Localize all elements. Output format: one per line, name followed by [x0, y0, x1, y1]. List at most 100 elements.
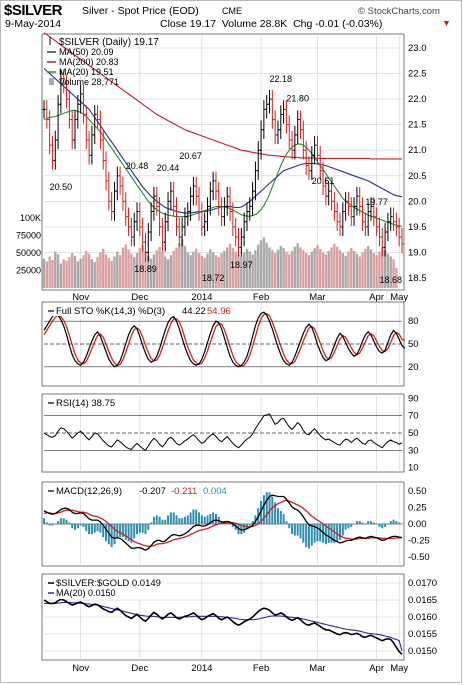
ohlc-bar [127, 207, 131, 237]
ma200-line [43, 32, 402, 160]
ohlc-bar [394, 212, 398, 237]
macd-histogram-bar [398, 522, 401, 524]
macd-histogram-bar [172, 512, 175, 524]
volume-bar [158, 246, 161, 288]
ohlc-bar [194, 176, 198, 206]
rsi-legend-bg [47, 397, 127, 408]
macd-histogram-bar [313, 524, 316, 543]
volume-bar [251, 254, 254, 288]
quote-summary: Close 19.17 Volume 28.8K Chg -0.01 (-0.0… [160, 18, 383, 30]
ohlc-bar [62, 69, 66, 93]
exchange-label: CME [222, 6, 242, 16]
volume-bar [124, 244, 127, 288]
ohlc-bar [149, 202, 153, 242]
macd-histogram-bar [119, 524, 122, 537]
macd-histogram-bar [57, 521, 60, 524]
ohlc-bar [217, 181, 221, 216]
price-legend-entry: Volume 28,771 [59, 77, 119, 87]
macd-histogram-bar [327, 524, 330, 543]
ohlc-bar [284, 100, 288, 134]
volume-bar [338, 250, 342, 288]
volume-bar [96, 257, 99, 288]
ohlc-bar [363, 212, 367, 237]
volume-bar [369, 249, 373, 288]
macd-histogram-bar [341, 524, 344, 536]
ohlc-bar [197, 187, 201, 221]
ohlc-bar [98, 110, 102, 150]
ohlc-bar [205, 197, 209, 231]
macd-legend-bg [47, 485, 225, 496]
volume-bar [350, 248, 353, 288]
ratio-legend-bg [47, 577, 167, 599]
macd-histogram-bar [361, 522, 364, 524]
macd-histogram-bar [113, 524, 116, 545]
volume-bar [364, 248, 367, 288]
volume-bar [62, 259, 65, 288]
volume-bar [290, 250, 294, 288]
macd-histogram-bar [85, 524, 88, 532]
rsi-label: RSI(14) 38.75 [56, 398, 115, 409]
volume-bar [316, 245, 319, 288]
legend-swatch [49, 78, 54, 85]
stochastic-tick-label: 80 [408, 316, 419, 327]
macd-histogram-bar [319, 524, 322, 542]
macd-histogram-bar [43, 518, 45, 524]
macd-histogram-bar [307, 524, 310, 549]
ratio-line [43, 598, 403, 655]
macd-histogram-bar [93, 524, 96, 533]
ohlc-bar [330, 181, 334, 211]
volume-bar [152, 254, 156, 288]
rsi-tick-label: 90 [408, 393, 419, 404]
volume-bar [127, 249, 130, 288]
macd-histogram-bar [367, 521, 370, 524]
ohlc-bar [53, 130, 57, 170]
macd-histogram-bar [209, 513, 212, 524]
macd-value: -0.207 [139, 486, 166, 497]
ohlc-bar [186, 202, 190, 226]
month-label: Apr [369, 292, 384, 303]
price-tick-label: 22.5 [408, 69, 427, 80]
price-tick-label: 18.5 [408, 273, 427, 284]
macd-histogram-bar [45, 522, 48, 524]
macd-histogram-bar [364, 524, 367, 525]
volume-bar [209, 249, 212, 288]
volume-bar [110, 260, 113, 288]
macd-histogram-bar [133, 524, 136, 539]
macd-histogram-bar [271, 496, 274, 524]
volume-bar [214, 255, 218, 288]
ohlc-bar [383, 222, 387, 257]
macd-histogram-bar [293, 524, 296, 536]
volume-bar [378, 251, 381, 288]
ohlc-bar [321, 161, 325, 196]
ohlc-bar [293, 125, 297, 160]
volume-bar [135, 253, 139, 288]
macd-tick-label: 0.50 [408, 486, 427, 497]
ohlc-bar [315, 135, 319, 165]
volume-bar [82, 255, 85, 288]
ohlc-bar [48, 110, 52, 155]
ohlc-bar [341, 202, 345, 237]
macd-histogram-bar [164, 519, 167, 524]
price-annotation: 22.18 [270, 74, 293, 84]
volume-bar [183, 246, 187, 288]
volume-bar [228, 243, 232, 288]
macd-histogram-bar [350, 524, 353, 527]
price-tick-label: 21.0 [408, 145, 427, 156]
macd-histogram-bar [130, 524, 133, 543]
ohlc-bar [118, 166, 122, 196]
volume-bar [273, 253, 277, 288]
ohlc-bar [70, 110, 74, 150]
macd-histogram-bar [384, 524, 387, 527]
price-annotation: 20.44 [157, 163, 180, 173]
macd-histogram-bar [330, 524, 333, 543]
volume-bar [310, 251, 313, 288]
volume-bar [245, 248, 249, 288]
ohlc-bar [84, 105, 88, 150]
volume-bar [304, 253, 308, 288]
macd-histogram-bar [82, 524, 85, 527]
ohlc-bar [174, 197, 178, 237]
volume-bar [180, 239, 184, 288]
ohlc-bar [96, 105, 100, 129]
macd-histogram-bar [175, 515, 178, 524]
macd-histogram-bar [316, 524, 319, 542]
